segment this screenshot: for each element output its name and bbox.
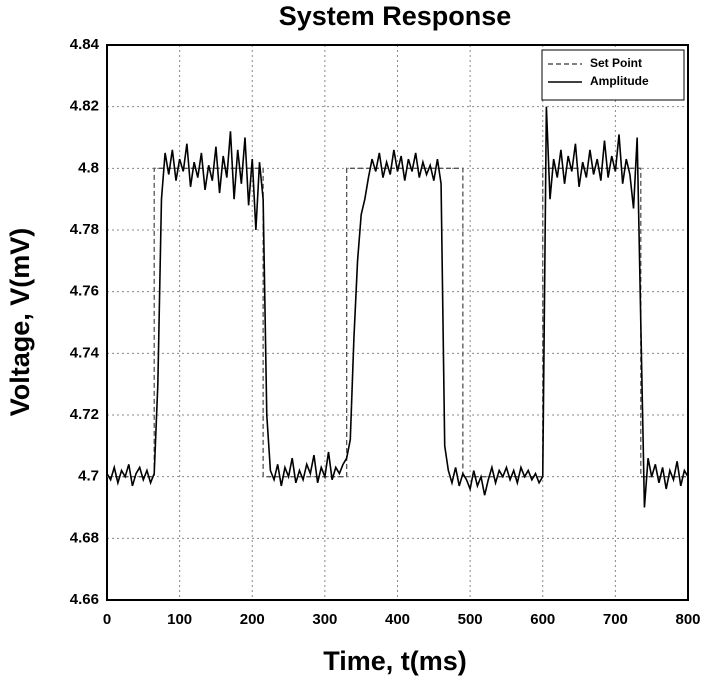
y-tick-label: 4.7 — [78, 468, 99, 485]
y-axis-label: Voltage, V(mV) — [5, 228, 35, 417]
legend-label: Set Point — [590, 56, 642, 70]
x-tick-label: 400 — [385, 611, 410, 628]
plot-frame — [106, 44, 689, 601]
y-tick-label: 4.72 — [70, 406, 99, 423]
y-tick-label: 4.74 — [70, 344, 100, 361]
y-tick-label: 4.8 — [78, 159, 99, 176]
x-tick-label: 800 — [675, 611, 700, 628]
x-tick-label: 600 — [530, 611, 555, 628]
x-axis-label: Time, t(ms) — [323, 646, 467, 676]
y-tick-label: 4.68 — [70, 529, 99, 546]
legend-label: Amplitude — [590, 74, 649, 88]
series-line — [106, 106, 689, 508]
chart-title: System Response — [279, 1, 512, 31]
x-tick-label: 500 — [458, 611, 483, 628]
y-tick-label: 4.82 — [70, 98, 99, 115]
y-tick-label: 4.66 — [70, 591, 99, 608]
y-tick-label: 4.76 — [70, 283, 99, 300]
x-tick-label: 700 — [603, 611, 628, 628]
y-tick-label: 4.84 — [70, 36, 100, 53]
x-tick-label: 0 — [103, 611, 111, 628]
legend-box — [541, 49, 685, 101]
y-tick-label: 4.78 — [70, 221, 99, 238]
x-tick-label: 300 — [312, 611, 337, 628]
x-tick-label: 200 — [240, 611, 265, 628]
x-tick-label: 100 — [167, 611, 192, 628]
